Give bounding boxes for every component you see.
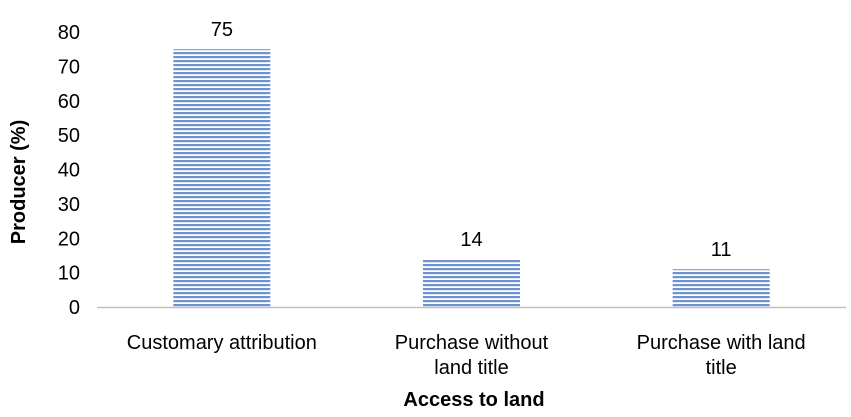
y-tick-label: 0 — [69, 297, 80, 319]
x-category-label: Customary attribution — [127, 332, 317, 354]
x-category-label: Purchase with land — [637, 332, 806, 354]
y-tick-label: 60 — [58, 91, 80, 113]
y-tick-label: 40 — [58, 160, 80, 182]
y-tick-label: 10 — [58, 263, 80, 285]
bar-data-label: 14 — [460, 229, 482, 251]
bar — [672, 269, 770, 307]
y-tick-label: 50 — [58, 125, 80, 147]
y-tick-label: 30 — [58, 194, 80, 216]
bar-data-label: 11 — [711, 239, 732, 261]
x-category-label: Purchase without — [395, 332, 549, 354]
x-category-label: land title — [434, 357, 509, 379]
y-tick-label: 70 — [58, 56, 80, 78]
bar — [423, 258, 520, 307]
x-axis-title: Access to land — [403, 389, 544, 411]
x-category-label: title — [706, 357, 737, 379]
bar — [173, 49, 271, 307]
bar-data-label: 75 — [211, 19, 233, 41]
y-axis-title: Producer (%) — [8, 120, 30, 244]
y-tick-label: 20 — [58, 228, 80, 250]
y-tick-label: 80 — [58, 22, 80, 44]
